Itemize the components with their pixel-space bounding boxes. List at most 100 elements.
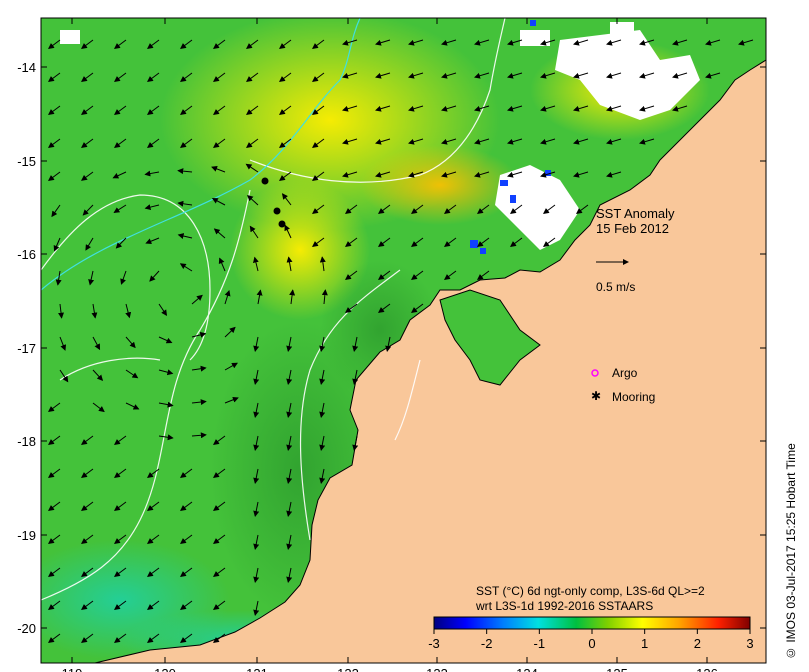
velocity-arrow [213,435,226,445]
velocity-arrow [213,567,226,578]
velocity-arrow [738,39,754,46]
velocity-arrow [47,39,61,50]
velocity-arrow [311,72,325,83]
velocity-arrow [149,270,160,282]
velocity-arrow [81,39,94,50]
velocity-arrow [158,401,174,408]
velocity-arrow [47,138,61,148]
velocity-arrow [252,256,259,272]
velocity-arrow [246,105,259,116]
lat-tick-label: -19 [17,528,36,543]
velocity-arrow [476,270,490,280]
velocity-arrow [48,567,61,578]
velocity-arrow [177,233,193,239]
velocity-arrow [147,600,160,611]
velocity-arrow [284,224,292,239]
velocity-arrow [246,39,259,50]
velocity-arrow [319,435,326,451]
colorbar-tick-label: 3 [746,636,753,651]
velocity-arrow [639,72,655,79]
velocity-arrow [180,468,193,478]
velocity-arrow [59,336,67,351]
velocity-arrow [144,204,160,211]
velocity-arrow [705,72,721,79]
velocity-arrow [114,39,127,50]
velocity-arrow [115,237,127,249]
lon-tick-label: 124 [516,666,538,672]
velocity-arrow [249,225,259,239]
velocity-arrow [180,72,193,83]
lat-tick-label: -15 [17,154,36,169]
velocity-arrow [113,204,127,213]
velocity-arrow [540,72,556,79]
velocity-arrow [441,105,457,112]
velocity-arrow [179,263,193,272]
velocity-arrow [177,168,193,175]
lon-tick-label: 126 [696,666,718,672]
velocity-arrow [542,237,556,247]
velocity-arrow [213,600,226,611]
velocity-arrow [125,402,140,410]
velocity-arrow [410,204,424,214]
velocity-arrow [253,468,260,484]
velocity-arrow [573,138,589,145]
velocity-arrow [573,171,589,178]
velocity-arrow [47,402,61,412]
velocity-arrow [443,204,457,214]
velocity-arrow [144,170,160,177]
velocity-arrow [191,294,203,305]
velocity-arrow [191,331,207,338]
velocity-arrow [147,138,160,148]
velocity-arrow [540,138,556,145]
velocity-arrow [639,39,655,46]
velocity-arrow [213,39,226,50]
velocity-arrow [48,600,61,611]
velocity-arrow [81,633,94,644]
map-title-line2: 15 Feb 2012 [596,221,669,236]
argo-legend-icon [591,369,599,377]
velocity-arrow [375,105,391,112]
map-title-line1: SST Anomaly [596,206,675,221]
velocity-arrow [213,534,226,545]
velocity-arrow [377,303,391,313]
velocity-arrow [385,336,392,352]
velocity-arrow [180,105,193,116]
argo-legend-label: Argo [612,366,638,380]
velocity-arrow [191,365,207,372]
velocity-arrow [247,194,259,206]
velocity-arrow [256,289,263,305]
velocity-arrow [218,257,226,272]
velocity-arrow [573,105,589,112]
velocity-arrow [408,171,424,178]
velocity-arrow [53,237,61,252]
velocity-arrow [278,105,292,116]
velocity-arrow [278,39,292,50]
velocity-arrow [319,468,326,484]
velocity-arrow [114,105,127,116]
velocity-arrow [81,171,94,181]
imos-credit: © IMOS 03-Jul-2017 15:25 Hobart Time [784,443,798,660]
velocity-arrow [253,600,260,616]
lon-tick-label: 125 [606,666,628,672]
velocity-arrow [213,228,226,239]
velocity-arrow [213,633,226,644]
velocity-arrow [375,72,391,79]
velocity-arrow [507,39,523,46]
plot-frame [40,17,767,664]
velocity-arrow [286,468,293,484]
mooring-legend-icon: ✱ [591,389,601,403]
velocity-arrow [474,39,490,46]
velocity-arrow [147,633,160,644]
velocity-arrow [377,204,391,214]
velocity-arrow [344,270,358,280]
velocity-arrow [180,567,193,578]
velocity-arrow [47,171,61,181]
velocity-arrow [606,105,622,112]
velocity-arrow [476,237,490,247]
peninsula-ocean-inlet [439,289,541,386]
velocity-arrow [125,369,139,379]
velocity-arrow [286,534,293,550]
velocity-arrow [408,138,424,145]
lat-tick-label: -18 [17,434,36,449]
velocity-arrow [92,369,104,381]
